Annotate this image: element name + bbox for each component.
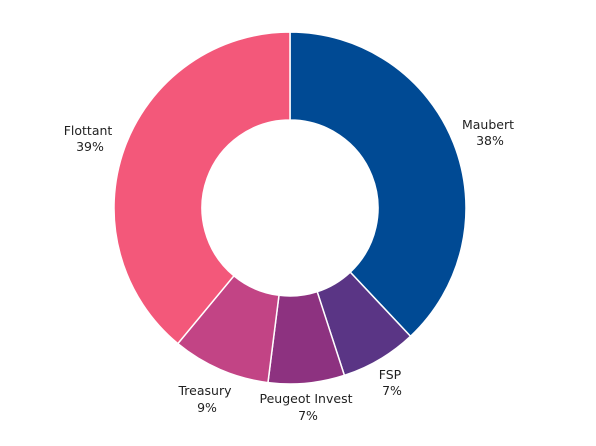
slice-percent-maubert: 38% (476, 133, 504, 148)
slice-percent-treasury: 9% (197, 400, 217, 415)
slice-label-treasury: Treasury 9% (178, 383, 236, 415)
slice-label-peugeot-invest: Peugeot Invest 7% (260, 391, 357, 423)
slice-labels: Maubert 38% FSP 7% Peugeot Invest 7% Tre… (64, 117, 518, 423)
donut-slices (113, 31, 467, 385)
slice-name-fsp: FSP (379, 367, 402, 382)
slice-label-flottant: Flottant 39% (64, 123, 117, 154)
slice-name-maubert: Maubert (462, 117, 514, 132)
slice-name-flottant: Flottant (64, 123, 113, 138)
slice-percent-flottant: 39% (76, 139, 104, 154)
slice-label-maubert: Maubert 38% (462, 117, 518, 148)
slice-name-treasury: Treasury (178, 383, 233, 398)
slice-label-fsp: FSP 7% (379, 367, 405, 398)
slice-percent-peugeot-invest: 7% (298, 408, 318, 423)
slice-name-peugeot-invest: Peugeot Invest (260, 391, 353, 406)
slice-percent-fsp: 7% (382, 383, 402, 398)
slice-maubert (289, 31, 467, 338)
slice-flottant (113, 31, 291, 345)
